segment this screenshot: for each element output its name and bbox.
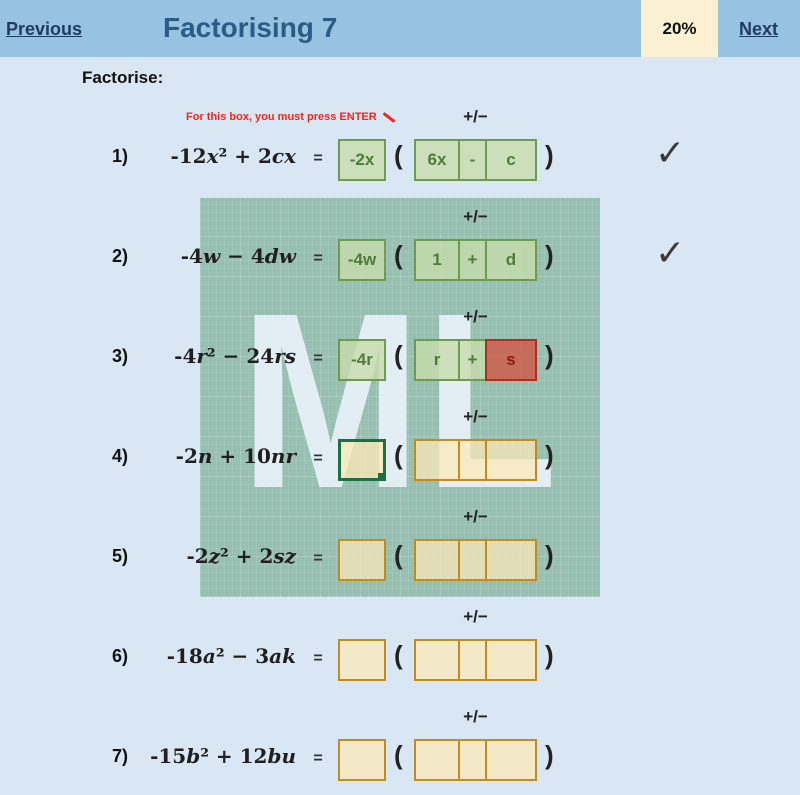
- checkmark-icon: ✓: [655, 233, 686, 274]
- next-link[interactable]: Next: [739, 19, 779, 39]
- problem-number: 6): [111, 646, 128, 666]
- factor-input[interactable]: [338, 739, 386, 781]
- factorise-label: Factorise:: [82, 68, 164, 87]
- open-paren: (: [394, 540, 403, 570]
- factor-input[interactable]: -4w: [338, 239, 386, 281]
- factor-input-active[interactable]: [338, 439, 386, 481]
- equals-sign: =: [313, 150, 323, 167]
- bracket-group: [414, 639, 539, 681]
- plus-minus-label: +/−: [463, 607, 488, 626]
- operator-input[interactable]: -: [458, 139, 487, 181]
- equals-sign: =: [313, 450, 323, 467]
- term2-input[interactable]: s: [485, 339, 537, 381]
- bracket-group: [414, 539, 539, 581]
- term2-input[interactable]: [485, 639, 537, 681]
- watermark-overlay: ML: [200, 198, 600, 597]
- close-paren: ): [545, 640, 554, 670]
- equals-sign: =: [313, 350, 323, 367]
- expression: -12x² + 2cx: [170, 144, 296, 168]
- plus-minus-label: +/−: [463, 707, 488, 726]
- close-paren: ): [545, 140, 554, 170]
- progress-badge: 20%: [641, 0, 718, 57]
- equals-sign: =: [313, 750, 323, 767]
- expression: -4r² − 24rs: [174, 344, 296, 368]
- operator-input[interactable]: [458, 439, 487, 481]
- problem-row: +/− 6) -18a² − 3ak = ( ): [0, 600, 800, 720]
- term1-input[interactable]: 6x: [414, 139, 460, 181]
- open-paren: (: [394, 440, 403, 470]
- term2-input[interactable]: c: [485, 139, 537, 181]
- enter-hint: For this box, you must press ENTER: [186, 111, 396, 123]
- open-paren: (: [394, 240, 403, 270]
- close-paren: ): [545, 440, 554, 470]
- term1-input[interactable]: [414, 739, 460, 781]
- equals-sign: =: [313, 550, 323, 567]
- expression: -4w − 4dw: [180, 244, 296, 268]
- close-paren: ): [545, 740, 554, 770]
- problem-row: +/− 7) -15b² + 12bu = ( ): [0, 700, 800, 795]
- close-paren: ): [545, 540, 554, 570]
- problem-row: +/− 2) -4w − 4dw = -4w ( 1 + d ) ✓: [0, 200, 800, 320]
- problem-number: 2): [111, 246, 128, 266]
- checkmark-icon: ✓: [655, 133, 686, 174]
- operator-input[interactable]: [458, 639, 487, 681]
- term1-input[interactable]: [414, 539, 460, 581]
- term1-input[interactable]: [414, 639, 460, 681]
- factor-input[interactable]: [338, 639, 386, 681]
- plus-minus-label: +/−: [463, 307, 488, 326]
- problem-row: +/− 5) -2z² + 2sz = ( ): [0, 500, 800, 620]
- open-paren: (: [394, 640, 403, 670]
- equals-sign: =: [313, 250, 323, 267]
- problem-row: +/− 1) -12x² + 2cx = -2x ( 6x - c ) ✓: [0, 100, 800, 220]
- plus-minus-label: +/−: [463, 407, 488, 426]
- plus-minus-label: +/−: [463, 507, 488, 526]
- term2-input[interactable]: [485, 539, 537, 581]
- previous-link[interactable]: Previous: [6, 19, 83, 39]
- bracket-group: r + s: [414, 339, 539, 381]
- close-paren: ): [545, 340, 554, 370]
- expression: -2z² + 2sz: [186, 544, 296, 568]
- bracket-group: 1 + d: [414, 239, 539, 281]
- selection-handle[interactable]: [378, 473, 386, 481]
- bracket-group: [414, 439, 539, 481]
- term2-input[interactable]: [485, 439, 537, 481]
- expression: -18a² − 3ak: [166, 644, 296, 668]
- problem-number: 3): [111, 346, 128, 366]
- problem-row: +/− 4) -2n + 10nr = ( ): [0, 400, 800, 520]
- progress-value: 20%: [662, 18, 697, 38]
- open-paren: (: [394, 740, 403, 770]
- operator-input[interactable]: +: [458, 339, 487, 381]
- factor-input[interactable]: -2x: [338, 139, 386, 181]
- term1-input[interactable]: [414, 439, 460, 481]
- problem-number: 7): [111, 746, 128, 766]
- term1-input[interactable]: 1: [414, 239, 460, 281]
- plus-minus-label: +/−: [463, 207, 488, 226]
- operator-input[interactable]: +: [458, 239, 487, 281]
- problem-row: +/− 3) -4r² − 24rs = -4r ( r + s ): [0, 300, 800, 420]
- equals-sign: =: [313, 650, 323, 667]
- bracket-group: [414, 739, 539, 781]
- operator-input[interactable]: [458, 539, 487, 581]
- header-bar: Previous Factorising 7 20% Next: [0, 0, 800, 57]
- term2-input[interactable]: d: [485, 239, 537, 281]
- term1-input[interactable]: r: [414, 339, 460, 381]
- open-paren: (: [394, 140, 403, 170]
- problem-number: 4): [111, 446, 128, 466]
- watermark-text: ML: [239, 260, 561, 540]
- page-title: Factorising 7: [163, 12, 338, 43]
- expression: -15b² + 12bu: [150, 744, 296, 768]
- bracket-group: 6x - c: [414, 139, 539, 181]
- problem-number: 5): [111, 546, 128, 566]
- factor-input[interactable]: [338, 539, 386, 581]
- enter-hint-text: For this box, you must press ENTER: [186, 111, 377, 123]
- plus-minus-label: +/−: [463, 107, 488, 126]
- operator-input[interactable]: [458, 739, 487, 781]
- problem-number: 1): [111, 146, 128, 166]
- open-paren: (: [394, 340, 403, 370]
- term2-input[interactable]: [485, 739, 537, 781]
- factor-input[interactable]: -4r: [338, 339, 386, 381]
- close-paren: ): [545, 240, 554, 270]
- expression: -2n + 10nr: [175, 444, 296, 468]
